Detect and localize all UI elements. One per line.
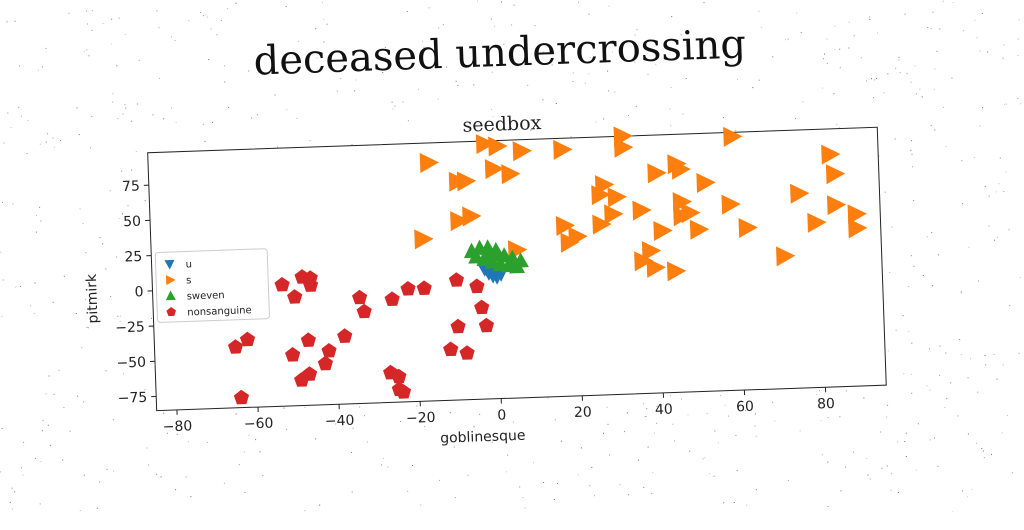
- x-tick-label: −20: [406, 410, 436, 427]
- y-tick-label: −50: [116, 355, 146, 372]
- x-tick-label: 60: [736, 399, 754, 416]
- x-tick-label: −80: [163, 418, 193, 435]
- x-axis-label: goblinesque: [440, 428, 526, 447]
- y-tick-label: −75: [117, 390, 147, 407]
- legend-label: u: [185, 259, 192, 270]
- y-axis-label: pitmirk: [84, 273, 102, 324]
- x-tick-label: 40: [655, 402, 673, 419]
- x-tick-label: 80: [817, 396, 835, 413]
- x-tick-label: −60: [244, 416, 274, 433]
- y-tick-label: 75: [122, 178, 140, 195]
- legend-label: nonsanguine: [187, 305, 252, 318]
- y-tick-label: 0: [134, 284, 143, 300]
- y-tick-label: 25: [124, 249, 142, 266]
- x-tick-label: −40: [325, 413, 355, 430]
- x-tick-label: 20: [574, 404, 592, 421]
- legend: us sweven nonsanguine: [155, 249, 269, 323]
- legend-label: s: [186, 275, 192, 286]
- x-tick-label: 0: [497, 407, 506, 423]
- chart-title: seedbox: [462, 112, 542, 137]
- legend-label: sweven: [187, 290, 225, 302]
- y-tick-label: 50: [123, 214, 141, 231]
- y-tick-label: −25: [115, 319, 145, 336]
